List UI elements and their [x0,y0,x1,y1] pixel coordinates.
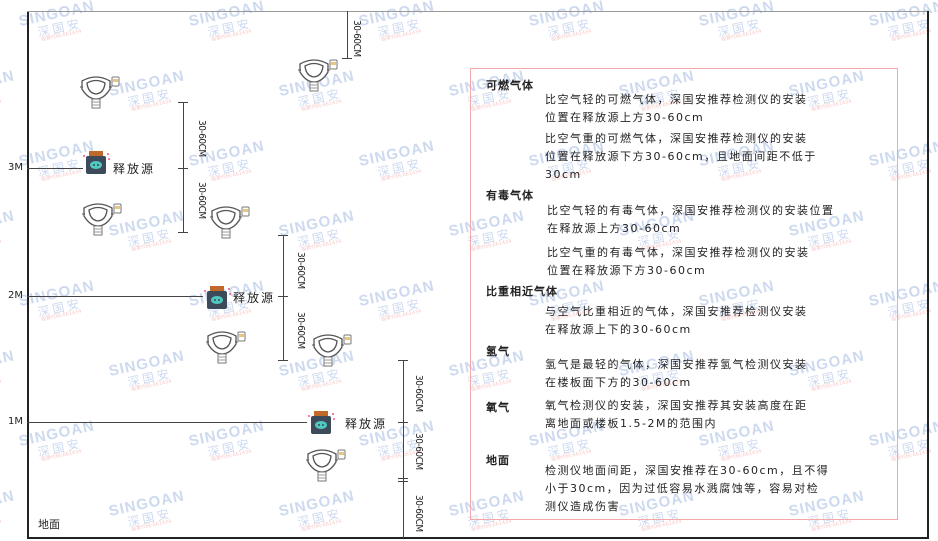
gas-detector-icon [208,205,250,243]
source-label: 释放源 [345,417,388,431]
gas-detector-icon [204,330,246,368]
level-3m: 3M [8,162,23,173]
dimension-label: 30-60CM [295,252,306,289]
level-2m-line [27,296,203,297]
dimension-label: 30-60CM [295,312,306,349]
text-ground: 检测仪地面间距，深国安推荐在30-60cm，且不得 小于30cm，因为过低容易水溅… [545,464,830,513]
text-combustible-lighter: 比空气轻的可燃气体，深国安推荐检测仪的安装 位置在释放源上方30-60cm [545,93,808,124]
heading-oxygen: 氧气 [486,401,510,414]
release-source-icon [82,150,110,180]
dimension-line [183,102,184,233]
source-label: 释放源 [113,162,156,176]
dimension-line [283,235,284,361]
level-1m-line [27,422,307,423]
text-oxygen: 氧气检测仪的安装，深国安推荐其安装高度在距 离地面或楼板1.5-2M的范围内 [545,399,808,430]
heading-toxic: 有毒气体 [486,189,534,202]
gas-detector-icon [78,75,120,113]
dimension-label: 30-60CM [413,433,424,470]
release-source-icon [203,285,231,315]
wall-left [27,11,29,538]
text-similar: 与空气比重相近的气体，深国安推荐检测仪安装 在释放源上下的30-60cm [545,305,808,336]
dimension-label: 30-60CM [196,120,207,157]
gas-detector-icon [310,333,352,371]
wall-right [927,11,929,538]
gas-detector-icon [304,448,346,486]
text-combustible-heavier: 比空气重的可燃气体，深国安推荐检测仪的安装 位置在释放源下方30-60cm，且地面… [545,132,817,181]
dimension-label: 30-60CM [351,20,362,57]
heading-combustible: 可燃气体 [486,79,534,92]
dimension-label: 30-60CM [413,495,424,532]
installation-guide-box [470,68,898,520]
level-3m-line [27,168,83,169]
dimension-line [403,360,404,538]
heading-hydrogen: 氢气 [486,345,510,358]
heading-similar: 比重相近气体 [486,285,558,298]
gas-detector-icon [80,202,122,240]
dimension-label: 30-60CM [196,182,207,219]
heading-ground: 地面 [486,454,510,467]
ceiling-line [27,11,929,12]
text-toxic-heavier: 比空气重的有毒气体，深国安推荐检测仪的安装 位置在释放源下方30-60cm [547,246,810,277]
ground-line [27,537,929,539]
level-1m: 1M [8,416,23,427]
dimension-line [347,11,348,59]
release-source-icon [307,410,335,440]
text-hydrogen: 氢气是最轻的气体，深国安推荐氢气检测仪安装 在楼板面下方的30-60cm [545,358,808,389]
text-toxic-lighter: 比空气轻的有毒气体，深国安推荐检测仪的安装位置 在释放源上方30-60cm [547,204,835,235]
ground-label: 地面 [38,518,60,531]
source-label: 释放源 [233,291,276,305]
level-2m: 2M [8,290,23,301]
gas-detector-icon [296,58,338,96]
dimension-label: 30-60CM [413,375,424,412]
